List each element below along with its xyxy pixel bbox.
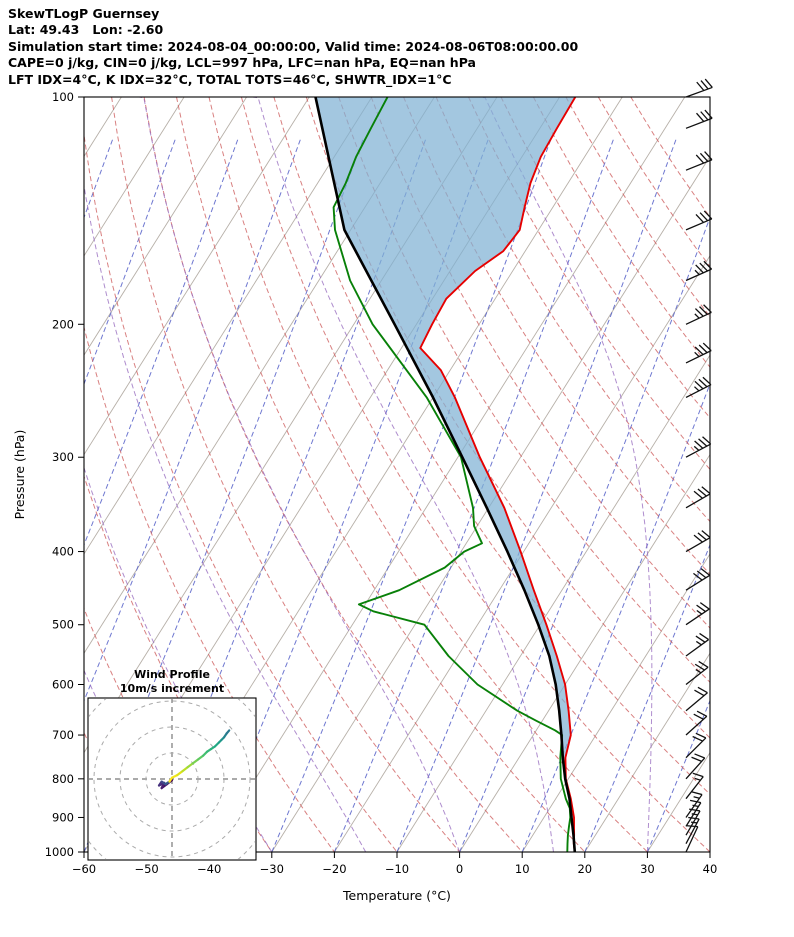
x-axis-label: Temperature (°C) — [342, 888, 451, 903]
y-tick-label: 1000 — [45, 845, 74, 859]
chart-header: SkewTLogP Guernsey Lat: 49.43 Lon: -2.60… — [8, 6, 578, 88]
x-tick-label: −30 — [260, 862, 284, 876]
x-tick-label: 20 — [577, 862, 592, 876]
y-tick-label: 700 — [52, 728, 74, 742]
wind-barb — [685, 376, 712, 398]
temperature-line — [419, 97, 577, 852]
x-tick-label: 30 — [640, 862, 655, 876]
wind-barb — [685, 568, 711, 591]
wind-barb — [685, 632, 710, 657]
wind-barb — [685, 799, 702, 827]
wind-barb — [685, 660, 709, 686]
x-tick-label: 0 — [456, 862, 463, 876]
chart-title: SkewTLogP Guernsey — [8, 6, 160, 21]
wind-barb — [685, 151, 713, 171]
wind-barb — [685, 686, 708, 712]
parcel-environment-shading — [315, 97, 576, 852]
axis-ticks: −60 −50 −40 −30 −20 −10 0 10 20 30 40 100 200 300 400 5… — [45, 90, 718, 876]
hodograph-subtitle: 10m/s increment — [120, 682, 224, 695]
x-tick-label: −40 — [197, 862, 221, 876]
hodograph-inset — [89, 699, 255, 859]
wind-barb — [685, 210, 713, 231]
hodograph-track-segment — [225, 729, 231, 735]
y-axis-label: Pressure (hPa) — [12, 430, 27, 520]
parcel-path-line — [314, 97, 577, 852]
wind-barb — [685, 710, 708, 736]
wind-barbs — [685, 78, 713, 853]
x-tick-label: 10 — [515, 862, 530, 876]
indices-line-2: LFT IDX=4°C, K IDX=32°C, TOTAL TOTS=46°C… — [8, 71, 452, 87]
x-tick-label: −10 — [385, 862, 409, 876]
wind-barb — [685, 753, 706, 780]
wind-barb — [685, 304, 712, 325]
wind-barb — [685, 342, 712, 364]
y-tick-label: 900 — [52, 810, 74, 824]
y-tick-label: 100 — [52, 90, 74, 104]
wind-barb — [685, 825, 699, 853]
sim-time-line: Simulation start time: 2024-08-04_00:00:… — [8, 38, 579, 54]
hodograph-title: Wind Profile — [134, 668, 210, 681]
wind-barb — [685, 260, 713, 282]
hodograph-ring — [119, 726, 225, 832]
hodograph-ring — [145, 752, 199, 806]
wind-barb — [685, 772, 704, 800]
wind-barb — [685, 602, 710, 626]
x-tick-label: −20 — [322, 862, 346, 876]
wind-barb — [685, 436, 712, 458]
y-tick-label: 500 — [52, 618, 74, 632]
wind-barb — [685, 530, 711, 553]
y-tick-label: 300 — [52, 450, 74, 464]
y-tick-label: 800 — [52, 772, 74, 786]
wind-barb — [685, 732, 707, 759]
y-tick-label: 600 — [52, 678, 74, 692]
wind-barb — [685, 109, 713, 129]
plot-area — [84, 97, 710, 852]
y-tick-label: 400 — [52, 545, 74, 559]
wind-barb — [685, 78, 713, 98]
wind-barb — [685, 791, 703, 818]
y-tick-label: 200 — [52, 317, 74, 331]
x-tick-label: −50 — [134, 862, 158, 876]
wind-barb — [685, 486, 711, 509]
dewpoint-line — [332, 97, 572, 852]
indices-line-1: CAPE=0 j/kg, CIN=0 j/kg, LCL=997 hPa, LF… — [8, 55, 476, 71]
x-tick-label: −60 — [72, 862, 96, 876]
hodograph-ring — [93, 700, 251, 858]
x-tick-label: 40 — [703, 862, 718, 876]
location-line: Lat: 49.43 Lon: -2.60 — [8, 22, 164, 38]
